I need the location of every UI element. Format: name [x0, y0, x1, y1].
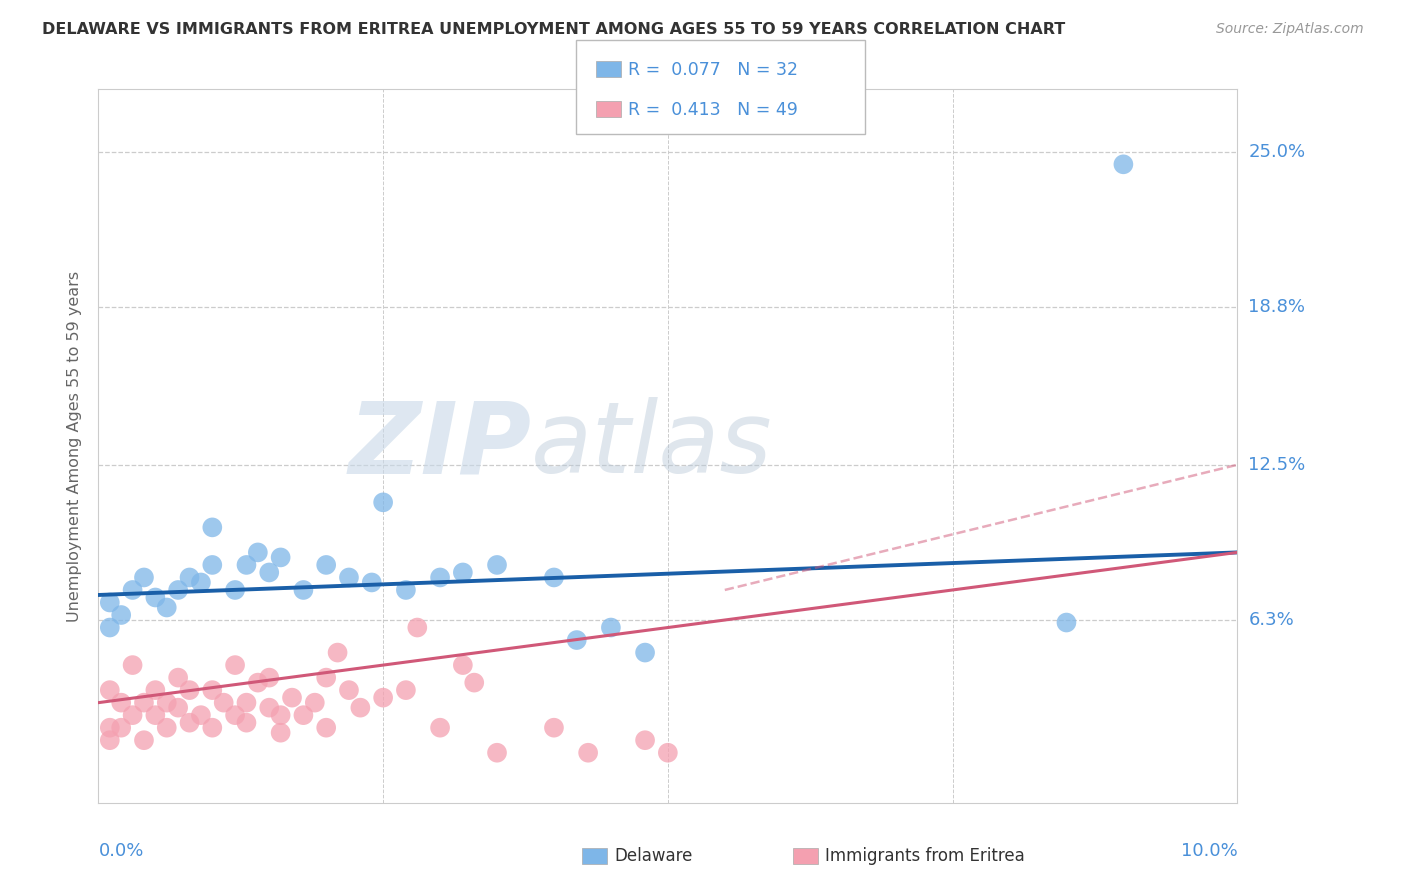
Text: 18.8%: 18.8% — [1249, 298, 1305, 316]
Point — [657, 746, 679, 760]
Y-axis label: Unemployment Among Ages 55 to 59 years: Unemployment Among Ages 55 to 59 years — [66, 270, 82, 622]
Point — [110, 696, 132, 710]
Point — [451, 658, 474, 673]
Point — [259, 700, 281, 714]
Point — [98, 595, 121, 609]
Point — [156, 721, 179, 735]
Point — [145, 683, 167, 698]
Point — [463, 675, 485, 690]
Point — [132, 733, 155, 747]
Point — [326, 646, 349, 660]
Point — [98, 621, 121, 635]
Point — [224, 582, 246, 597]
Text: ZIP: ZIP — [349, 398, 531, 494]
Point — [132, 570, 155, 584]
Point — [270, 708, 292, 723]
Point — [634, 646, 657, 660]
Point — [576, 746, 599, 760]
Point — [145, 708, 167, 723]
Text: Delaware: Delaware — [614, 847, 693, 865]
Text: R =  0.077   N = 32: R = 0.077 N = 32 — [628, 61, 799, 78]
Point — [156, 696, 179, 710]
Text: 10.0%: 10.0% — [1181, 842, 1237, 860]
Point — [315, 558, 337, 572]
Point — [110, 607, 132, 622]
Point — [565, 633, 588, 648]
Point — [98, 721, 121, 735]
Point — [337, 570, 360, 584]
Point — [132, 696, 155, 710]
Point — [451, 566, 474, 580]
Point — [1112, 157, 1135, 171]
Point — [201, 558, 224, 572]
Point — [429, 721, 451, 735]
Point — [201, 683, 224, 698]
Point — [121, 658, 143, 673]
Point — [304, 696, 326, 710]
Text: 0.0%: 0.0% — [98, 842, 143, 860]
Point — [167, 700, 190, 714]
Point — [190, 575, 212, 590]
Point — [395, 683, 418, 698]
Point — [246, 675, 269, 690]
Point — [235, 558, 257, 572]
Point — [145, 591, 167, 605]
Point — [190, 708, 212, 723]
Point — [156, 600, 179, 615]
Text: 6.3%: 6.3% — [1249, 611, 1294, 629]
Point — [201, 721, 224, 735]
Point — [360, 575, 382, 590]
Point — [406, 621, 429, 635]
Point — [600, 621, 623, 635]
Point — [315, 671, 337, 685]
Point — [167, 582, 190, 597]
Point — [1056, 615, 1078, 630]
Point — [224, 708, 246, 723]
Point — [486, 558, 509, 572]
Point — [270, 725, 292, 739]
Point — [98, 733, 121, 747]
Point — [315, 721, 337, 735]
Text: DELAWARE VS IMMIGRANTS FROM ERITREA UNEMPLOYMENT AMONG AGES 55 TO 59 YEARS CORRE: DELAWARE VS IMMIGRANTS FROM ERITREA UNEM… — [42, 22, 1066, 37]
Point — [235, 715, 257, 730]
Point — [246, 545, 269, 559]
Text: Immigrants from Eritrea: Immigrants from Eritrea — [825, 847, 1025, 865]
Point — [349, 700, 371, 714]
Point — [98, 683, 121, 698]
Point — [121, 582, 143, 597]
Text: 12.5%: 12.5% — [1249, 456, 1306, 474]
Point — [212, 696, 235, 710]
Text: atlas: atlas — [531, 398, 773, 494]
Point — [429, 570, 451, 584]
Point — [292, 582, 315, 597]
Point — [373, 690, 395, 705]
Point — [292, 708, 315, 723]
Text: R =  0.413   N = 49: R = 0.413 N = 49 — [628, 101, 799, 119]
Point — [543, 570, 565, 584]
Point — [259, 566, 281, 580]
Point — [486, 746, 509, 760]
Point — [235, 696, 257, 710]
Point — [224, 658, 246, 673]
Point — [634, 733, 657, 747]
Point — [201, 520, 224, 534]
Point — [281, 690, 304, 705]
Point — [270, 550, 292, 565]
Point — [179, 715, 201, 730]
Point — [259, 671, 281, 685]
Point — [543, 721, 565, 735]
Text: 25.0%: 25.0% — [1249, 143, 1306, 161]
Text: Source: ZipAtlas.com: Source: ZipAtlas.com — [1216, 22, 1364, 37]
Point — [395, 582, 418, 597]
Point — [167, 671, 190, 685]
Point — [121, 708, 143, 723]
Point — [373, 495, 395, 509]
Point — [179, 683, 201, 698]
Point — [179, 570, 201, 584]
Point — [110, 721, 132, 735]
Point — [337, 683, 360, 698]
